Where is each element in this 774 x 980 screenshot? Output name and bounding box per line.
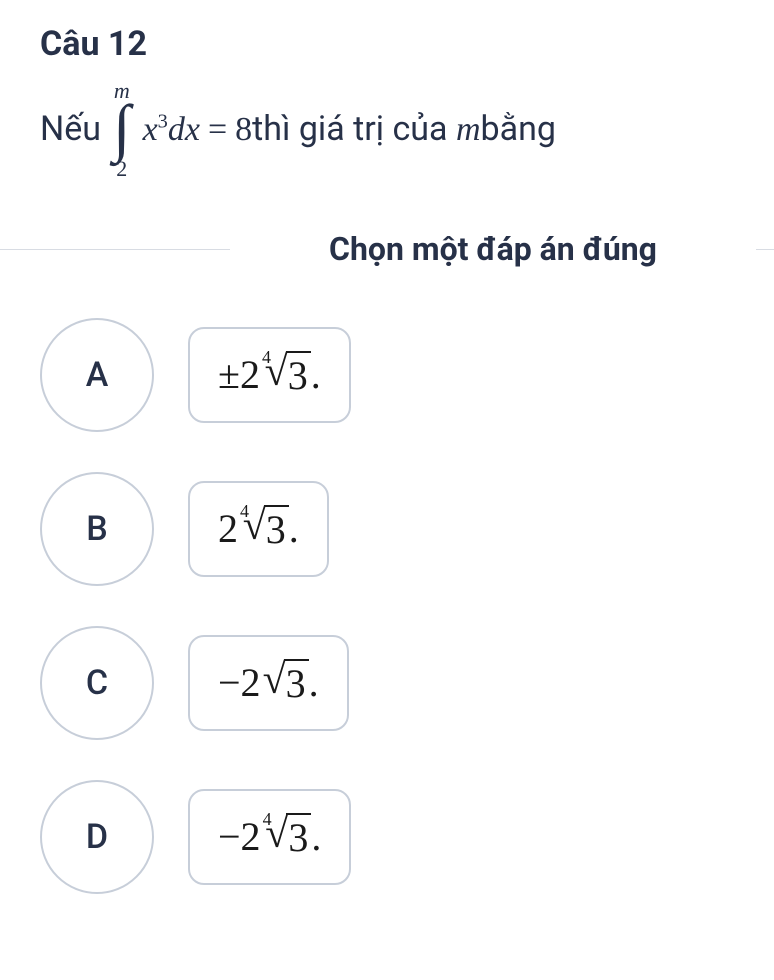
instruction-row: Chọn một đáp án đúng [40, 230, 734, 268]
root-icon: 4 √ 3 [263, 813, 312, 861]
option-value-b: 2 4 √ 3 . [188, 481, 329, 577]
option-letter-d: D [40, 780, 154, 894]
integral-sign: ∫ [113, 104, 131, 152]
integrand-dx: dx [168, 111, 200, 148]
option-d[interactable]: D −2 4 √ 3 . [40, 780, 734, 894]
root-icon: √ 3 [263, 659, 309, 707]
option-a-tail: . [311, 355, 321, 395]
option-b[interactable]: B 2 4 √ 3 . [40, 472, 734, 586]
option-a-root-index: 4 [262, 348, 271, 366]
question-body: Nếu m ∫ 2 x3dx = 8thì giá trị của mbằng [40, 80, 734, 180]
option-c[interactable]: C −2 √ 3 . [40, 626, 734, 740]
root-icon: 4 √ 3 [262, 351, 311, 399]
option-a[interactable]: A ±2 4 √ 3 . [40, 318, 734, 432]
integrand-exp: 3 [158, 111, 168, 133]
divider-right [756, 249, 774, 250]
option-letter-a: A [40, 318, 154, 432]
option-b-root-index: 4 [240, 502, 249, 520]
option-b-tail: . [289, 509, 299, 549]
option-a-radicand: 3 [286, 351, 311, 399]
option-b-radicand: 3 [264, 505, 289, 553]
var-m: m [456, 111, 481, 148]
option-c-tail: . [309, 663, 319, 703]
option-d-tail: . [311, 817, 321, 857]
integral-lower-limit: 2 [116, 152, 127, 180]
option-letter-c: C [40, 626, 154, 740]
question-mid-text: thì giá trị của [252, 109, 456, 149]
root-icon: 4 √ 3 [240, 505, 289, 553]
option-d-lead: −2 [218, 817, 261, 857]
equals-sign: = [208, 106, 227, 154]
question-prefix: Nếu [40, 106, 101, 154]
option-value-a: ±2 4 √ 3 . [188, 327, 351, 423]
rhs: 8thì giá trị của mbằng [235, 106, 556, 154]
option-c-radicand: 3 [284, 659, 309, 707]
integral-symbol: m ∫ 2 [113, 80, 131, 180]
option-a-lead: ±2 [218, 355, 260, 395]
rhs-value: 8 [235, 111, 252, 148]
option-d-root-index: 4 [263, 810, 272, 828]
divider-left [0, 249, 230, 250]
integrand-var: x [143, 111, 158, 148]
integrand: x3dx [143, 106, 200, 154]
option-d-radicand: 3 [286, 813, 311, 861]
instruction-text: Chọn một đáp án đúng [230, 230, 756, 268]
option-value-c: −2 √ 3 . [188, 635, 349, 731]
option-value-d: −2 4 √ 3 . [188, 789, 351, 885]
option-b-lead: 2 [218, 509, 238, 549]
option-letter-b: B [40, 472, 154, 586]
question-title: Câu 12 [40, 24, 734, 64]
option-c-lead: −2 [218, 663, 261, 703]
question-suffix: bằng [481, 109, 556, 149]
